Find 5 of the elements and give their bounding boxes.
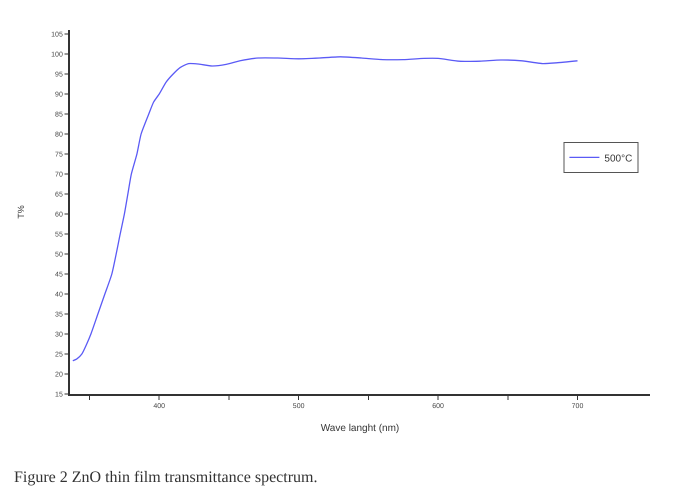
line-series: [72, 56, 578, 362]
x-axis-title: Wave langht (nm): [320, 423, 400, 434]
legend-label: 500°C: [604, 153, 632, 164]
caption: Figure 2 ZnO thin film transmittance spectrum.: [14, 469, 318, 486]
y-axis-title: T%: [16, 205, 26, 219]
